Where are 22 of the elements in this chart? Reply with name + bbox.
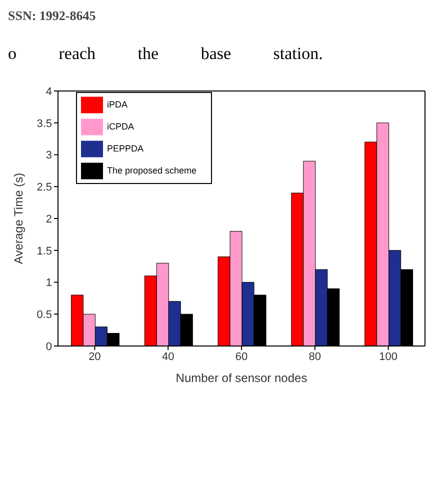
y-tick-label: 4 bbox=[46, 86, 52, 98]
legend-label: The proposed scheme bbox=[107, 165, 197, 176]
y-tick-label: 2 bbox=[46, 213, 52, 226]
y-tick-label: 0 bbox=[46, 340, 52, 353]
x-tick-label: 20 bbox=[88, 350, 101, 363]
legend-label: iPDA bbox=[107, 99, 128, 110]
y-axis-title: Average Time (s) bbox=[11, 172, 26, 264]
x-tick-label: 80 bbox=[308, 350, 322, 363]
y-tick-label: 3.5 bbox=[36, 118, 52, 130]
text: SSN: 1992-8645 bbox=[8, 8, 97, 25]
legend-label: PEPPDA bbox=[107, 143, 144, 154]
y-tick-label: 1 bbox=[46, 277, 52, 290]
x-tick-label: 40 bbox=[162, 350, 174, 363]
x-tick-label: 100 bbox=[379, 350, 398, 363]
y-tick-label: 2.5 bbox=[36, 182, 52, 194]
x-axis-title: Number of sensor nodes bbox=[176, 371, 308, 385]
text: o reach the base station. bbox=[8, 44, 324, 65]
y-tick-label: 0.5 bbox=[36, 309, 52, 322]
y-tick-label: 1.5 bbox=[36, 245, 52, 258]
legend-label: iCPDA bbox=[107, 121, 134, 132]
x-tick-label: 60 bbox=[235, 350, 248, 363]
y-tick-label: 3 bbox=[46, 150, 52, 162]
